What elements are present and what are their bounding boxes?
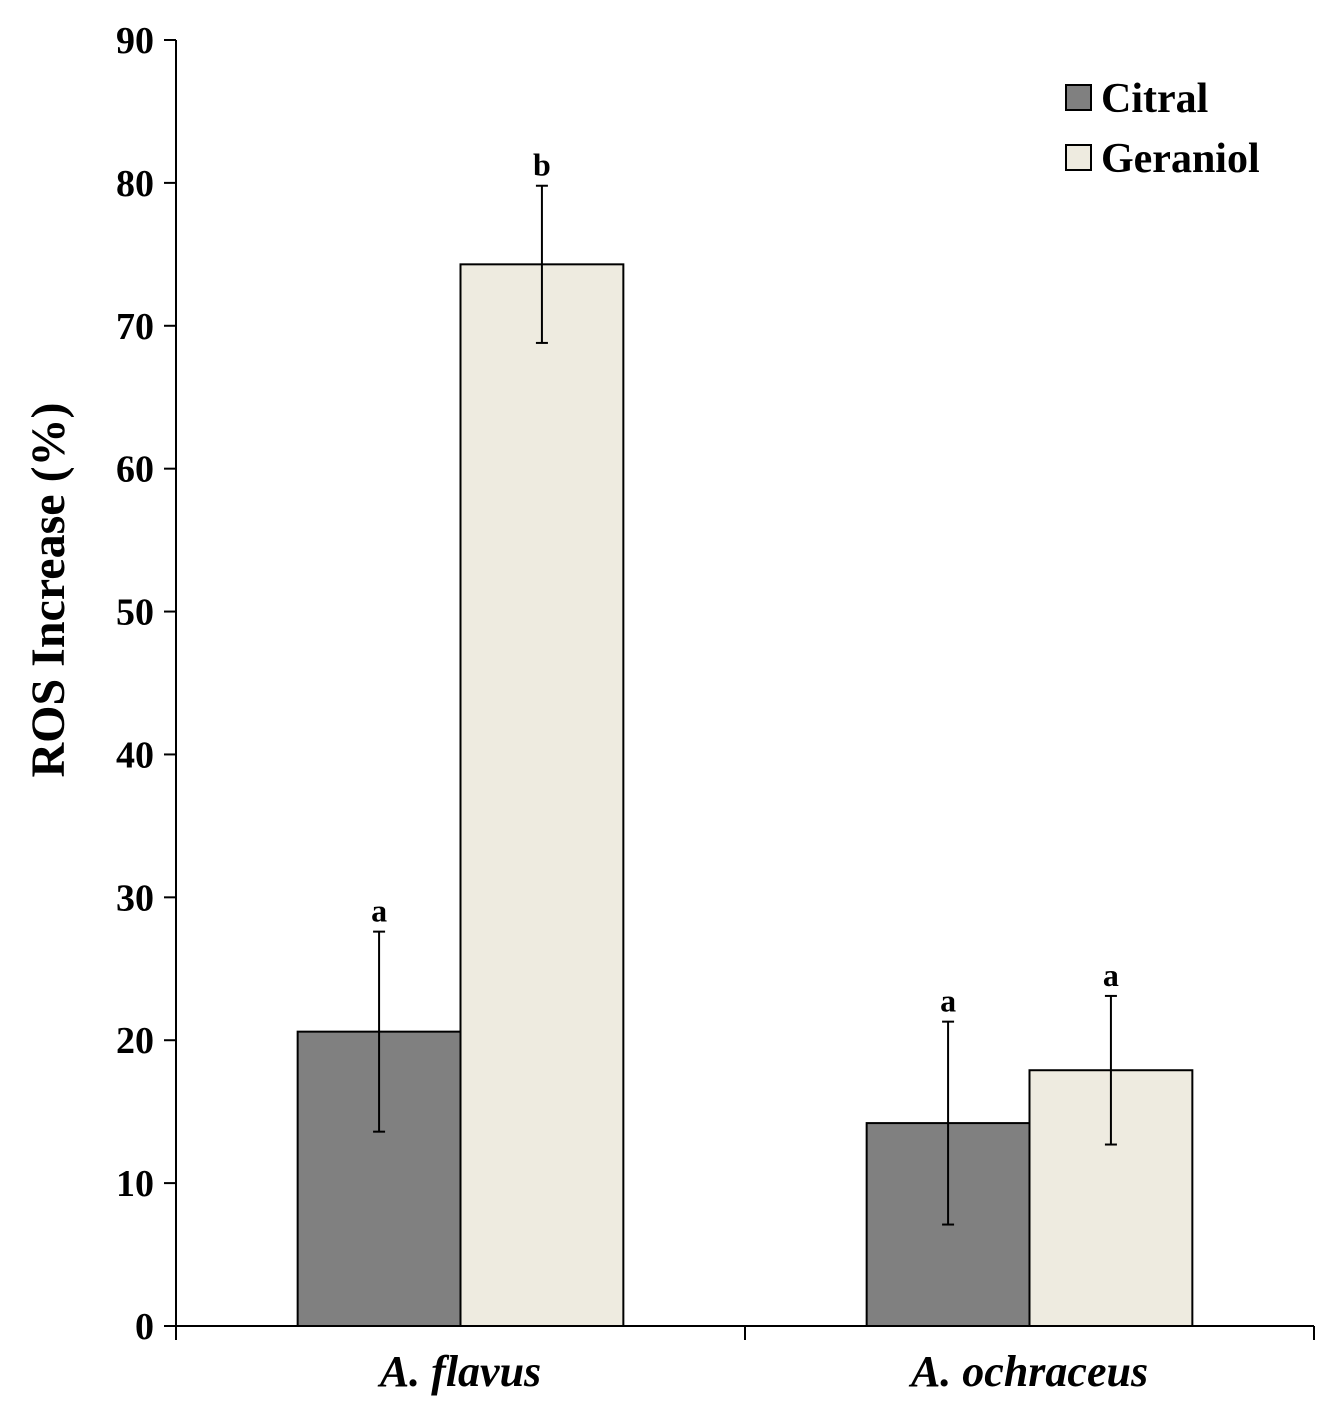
significance-label: b: [533, 147, 551, 183]
significance-label: a: [371, 893, 387, 929]
legend-swatch: [1065, 144, 1092, 171]
legend-label: Citral: [1101, 76, 1208, 122]
legend: Citral Geraniol: [1065, 76, 1260, 182]
x-axis-ticks: A. flavus A. ochraceus: [175, 1326, 1315, 1396]
y-tick-label: 50: [116, 592, 154, 634]
significance-label: a: [1103, 957, 1119, 993]
y-tick-label: 70: [116, 306, 154, 348]
y-tick-label: 90: [116, 20, 154, 62]
y-tick-label: 30: [116, 877, 154, 919]
y-axis-ticks: 0 10 20 30 40 50 60 70 80 90: [116, 20, 176, 1348]
x-category-label: A. ochraceus: [908, 1347, 1148, 1396]
y-tick-label: 20: [116, 1020, 154, 1062]
y-tick-label: 60: [116, 449, 154, 491]
legend-swatch: [1065, 84, 1092, 111]
error-bar-group: [373, 184, 1117, 1226]
y-tick-label: 0: [135, 1306, 154, 1348]
significance-label: a: [940, 983, 956, 1019]
bar: [459, 263, 625, 1327]
significance-label-group: a b a a: [371, 147, 1119, 1019]
y-axis-title: ROS Increase (%): [22, 402, 75, 777]
legend-label: Geraniol: [1101, 136, 1260, 182]
x-category-label: A. flavus: [377, 1347, 541, 1396]
y-tick-label: 80: [116, 163, 154, 205]
y-tick-label: 10: [116, 1163, 154, 1205]
bar-group: [296, 263, 1194, 1328]
y-tick-label: 40: [116, 734, 154, 776]
